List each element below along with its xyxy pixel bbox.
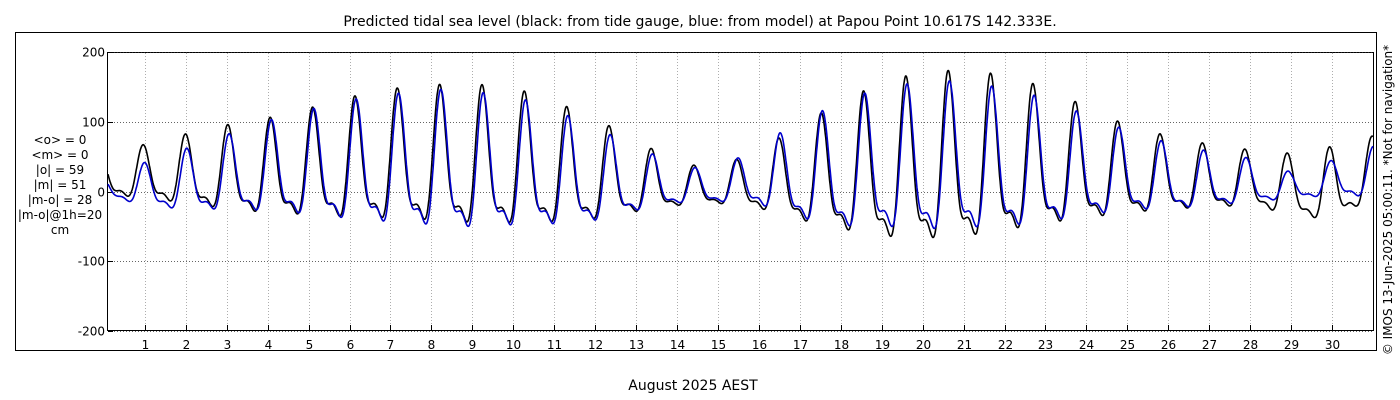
x-tick-label: 10 [506,338,521,352]
x-tick-label: 16 [752,338,767,352]
watermark: © IMOS 13-Jun-2025 05:00:11. *Not for na… [1381,45,1395,355]
x-tick-label: 11 [547,338,562,352]
y-tick-label: -100 [78,255,105,269]
x-tick-label: 20 [916,338,931,352]
y-tick-label: 200 [82,46,105,60]
plot-area [107,52,1374,331]
x-tick-label: 14 [670,338,685,352]
stat-line: |m-o|@1h=20 [18,208,102,222]
x-tick-label: 25 [1120,338,1135,352]
x-tick-label: 23 [1038,338,1053,352]
y-tick-label: 100 [82,116,105,130]
x-tick-label: 2 [183,338,191,352]
x-tick-label: 1 [142,338,150,352]
y-tick-label: 0 [97,186,105,200]
stats-panel: <o> = 0<m> = 0|o| = 59|m| = 51|m-o| = 28… [18,133,102,237]
stat-line: |m| = 51 [34,178,87,192]
y-axis-ticks: -200 -100 0 100 200 [78,46,113,339]
stat-line: <m> = 0 [31,148,88,162]
chart-title: Predicted tidal sea level (black: from t… [343,14,1056,30]
stat-line: <o> = 0 [34,133,87,147]
x-tick-label: 12 [588,338,603,352]
x-axis-label: August 2025 AEST [628,378,758,394]
x-tick-label: 29 [1284,338,1299,352]
x-tick-label: 24 [1079,338,1094,352]
x-axis-ticks: 1 2 3 4 5 6 7 8 9 10 11 12 13 14 15 16 17 18 19 20 21 22 23 24 2… [142,325,1340,352]
x-tick-label: 3 [224,338,232,352]
x-tick-label: 22 [998,338,1013,352]
y-tick-label: -200 [78,325,105,339]
stat-line: |m-o| = 28 [28,193,93,207]
x-tick-label: 5 [306,338,314,352]
x-tick-label: 15 [711,338,726,352]
series-lines [107,69,1374,239]
x-tick-label: 26 [1161,338,1176,352]
x-tick-label: 19 [875,338,890,352]
series-line-tide-gauge [107,69,1374,239]
stat-line: |o| = 59 [36,163,84,177]
x-tick-label: 18 [834,338,849,352]
x-tick-label: 13 [629,338,644,352]
x-tick-label: 7 [387,338,395,352]
x-tick-label: 8 [428,338,436,352]
x-tick-label: 28 [1243,338,1258,352]
series-line-model [107,80,1374,230]
x-tick-label: 17 [793,338,808,352]
x-tick-label: 30 [1325,338,1340,352]
x-tick-label: 4 [265,338,273,352]
outer-frame [15,32,1377,351]
x-tick-label: 6 [347,338,355,352]
x-tick-label: 21 [957,338,972,352]
x-tick-label: 9 [469,338,477,352]
x-tick-label: 27 [1202,338,1217,352]
stat-line: cm [51,223,69,237]
